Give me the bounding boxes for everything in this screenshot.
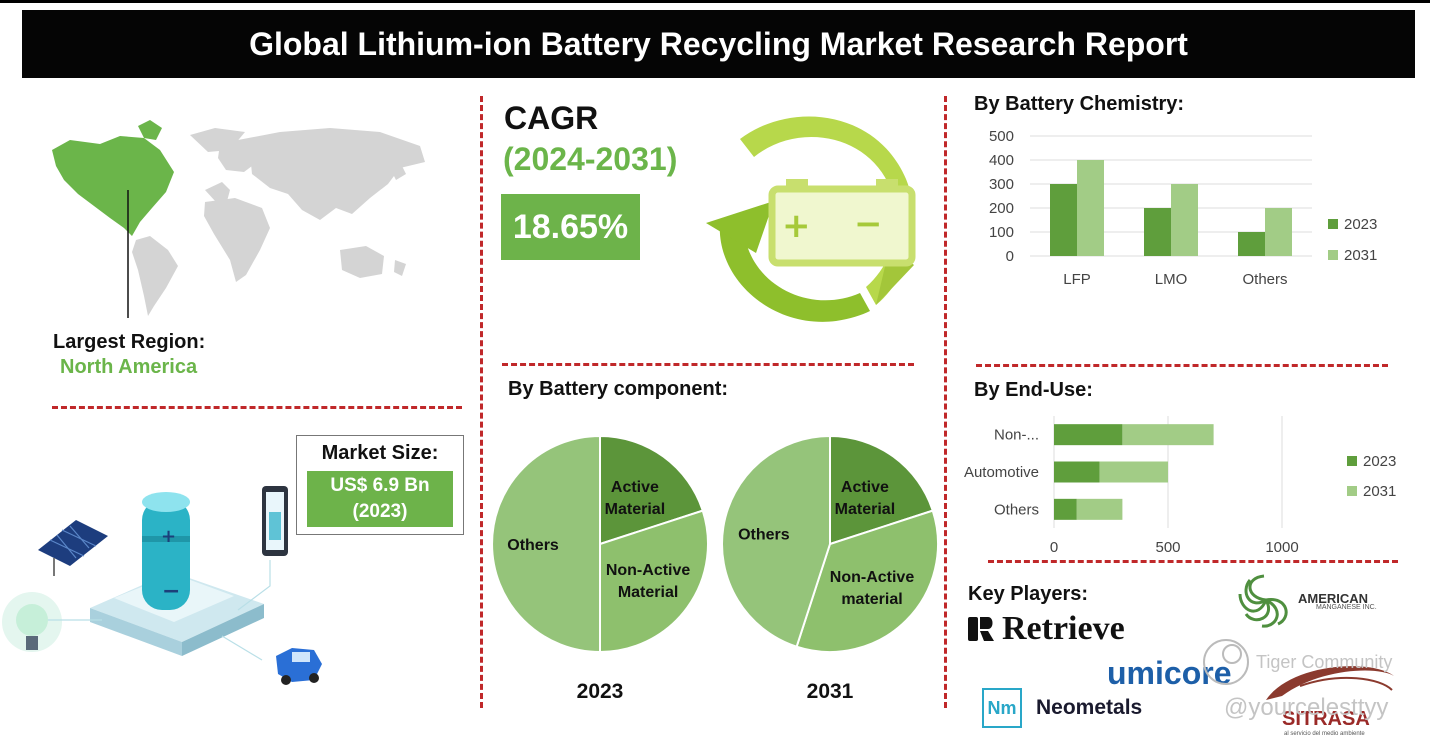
chemistry-bar-2031 — [1171, 184, 1198, 256]
chemistry-x-tick: Others — [1242, 271, 1287, 288]
battery-illustration: + − — [2, 486, 322, 685]
sitrasa-swoosh-icon — [1266, 666, 1394, 700]
pie-slice — [721, 434, 831, 648]
end-use-y-tick: Others — [994, 501, 1039, 518]
end-use-x-tick: 1000 — [1265, 539, 1298, 556]
svg-text:+: + — [782, 206, 811, 246]
pie-slice-label: Others — [738, 527, 790, 544]
svg-text:+: + — [161, 526, 176, 547]
end-use-bar-2023 — [1054, 424, 1123, 446]
chemistry-bar-2023 — [1144, 208, 1171, 256]
neometals-mark-icon: Nm — [982, 688, 1022, 728]
chemistry-legend-swatch — [1328, 250, 1338, 260]
american-manganese-name: AMERICAN — [1298, 591, 1369, 606]
svg-text:−: − — [854, 204, 883, 244]
chemistry-legend-swatch — [1328, 219, 1338, 229]
end-use-x-tick: 500 — [1155, 539, 1180, 556]
chemistry-y-tick: 200 — [989, 200, 1014, 217]
chemistry-y-tick: 500 — [989, 128, 1014, 145]
market-size-value: US$ 6.9 Bn — [330, 475, 430, 496]
pie-slice — [491, 434, 601, 654]
largest-region-label: Largest Region: — [53, 331, 206, 353]
chemistry-title: By Battery Chemistry: — [974, 93, 1185, 115]
chemistry-legend-label: 2023 — [1344, 216, 1377, 233]
market-size-value-box: US$ 6.9 Bn (2023) — [307, 471, 453, 527]
top-border — [0, 0, 1430, 3]
chemistry-bar-2023 — [1238, 232, 1265, 256]
world-map — [52, 120, 425, 318]
american-manganese-swirl-icon — [1238, 574, 1288, 628]
end-use-bar-chart: 0 500 1000 Non-... Automotive Others 2023 2031 — [964, 416, 1396, 556]
end-use-bar-2031 — [1122, 424, 1214, 446]
chemistry-bar-2031 — [1077, 160, 1104, 256]
sitrasa-sub: al servicio del medio ambiente — [1284, 731, 1365, 737]
pie-year-label: 2023 — [577, 680, 624, 703]
chemistry-legend-label: 2031 — [1344, 247, 1377, 264]
sitrasa-name: SITRASA — [1282, 708, 1370, 730]
end-use-bar-2023 — [1054, 498, 1077, 520]
end-use-x-tick: 0 — [1050, 539, 1058, 556]
divider-cagr — [502, 363, 914, 366]
end-use-legend-swatch — [1347, 486, 1357, 496]
pie-slice-label: Active Material — [605, 479, 665, 518]
chemistry-x-tick: LFP — [1063, 271, 1091, 288]
retrieve-mark-icon — [968, 617, 994, 641]
end-use-legend-label: 2031 — [1363, 483, 1396, 500]
end-use-legend-swatch — [1347, 456, 1357, 466]
chemistry-y-tick: 400 — [989, 152, 1014, 169]
cagr-period: (2024-2031) — [503, 141, 678, 177]
battery-component-title: By Battery component: — [508, 378, 729, 400]
market-size-label: Market Size: — [321, 442, 439, 464]
key-players-title: Key Players: — [968, 583, 1089, 605]
market-size-year: (2023) — [352, 501, 408, 522]
neometals-logo: Nm Neometals — [982, 688, 1142, 728]
divider-chemistry — [976, 364, 1388, 367]
chemistry-x-tick: LMO — [1155, 271, 1188, 288]
report-title: Global Lithium-ion Battery Recycling Mar… — [22, 10, 1415, 78]
end-use-y-tick: Non-... — [994, 427, 1039, 444]
neometals-text: Neometals — [1036, 696, 1143, 719]
divider-left — [480, 96, 483, 708]
chemistry-y-tick: 100 — [989, 224, 1014, 241]
pie-slice-label: Active Material — [835, 479, 895, 518]
pie-slice-label: Non-Active Material — [606, 562, 691, 601]
end-use-bar-2031 — [1099, 461, 1168, 483]
end-use-legend-label: 2023 — [1363, 453, 1396, 470]
chemistry-bar-2023 — [1050, 184, 1077, 256]
divider-enduse — [988, 560, 1398, 563]
american-manganese-sub: MANGANESE INC. — [1316, 604, 1377, 611]
end-use-bar-2031 — [1076, 498, 1123, 520]
umicore-logo: umicore — [1107, 655, 1232, 691]
cagr-value: 18.65% — [501, 194, 640, 260]
pie-slice-label: Non-Active material — [830, 569, 915, 608]
end-use-y-tick: Automotive — [964, 464, 1039, 481]
end-use-bar-2023 — [1054, 461, 1100, 483]
watermark-line1: Tiger Community — [1256, 652, 1393, 672]
pie-slice — [795, 509, 939, 653]
retrieve-text: Retrieve — [1002, 610, 1125, 647]
pie-slice — [599, 434, 704, 546]
chemistry-y-tick: 300 — [989, 176, 1014, 193]
retrieve-logo: Retrieve — [966, 610, 1125, 648]
largest-region-value: North America — [60, 356, 198, 378]
chemistry-bar-2031 — [1265, 208, 1292, 256]
pie-year-label: 2031 — [807, 680, 854, 703]
divider-right — [944, 96, 947, 708]
end-use-title: By End-Use: — [974, 379, 1093, 401]
watermark-line2: @yourcelesttyy — [1224, 694, 1389, 721]
pie-slice — [599, 509, 709, 654]
svg-text:−: − — [162, 579, 180, 604]
market-size-card: Market Size: US$ 6.9 Bn (2023) — [296, 435, 464, 535]
divider-region — [52, 406, 462, 409]
pie-slice — [829, 434, 934, 546]
pie-slice-label: Others — [507, 537, 559, 554]
cagr-label: CAGR — [504, 100, 599, 136]
chemistry-y-tick: 0 — [1006, 248, 1014, 265]
chemistry-bar-chart: 0 100 200 300 400 500 LFP LMO Others 2023 2031 — [989, 128, 1377, 288]
recycle-battery-icon: + − — [706, 116, 916, 322]
tiger-community-icon — [1203, 639, 1249, 685]
battery-component-pies: Active Material Non-Active Material Others 20… — [491, 434, 939, 703]
